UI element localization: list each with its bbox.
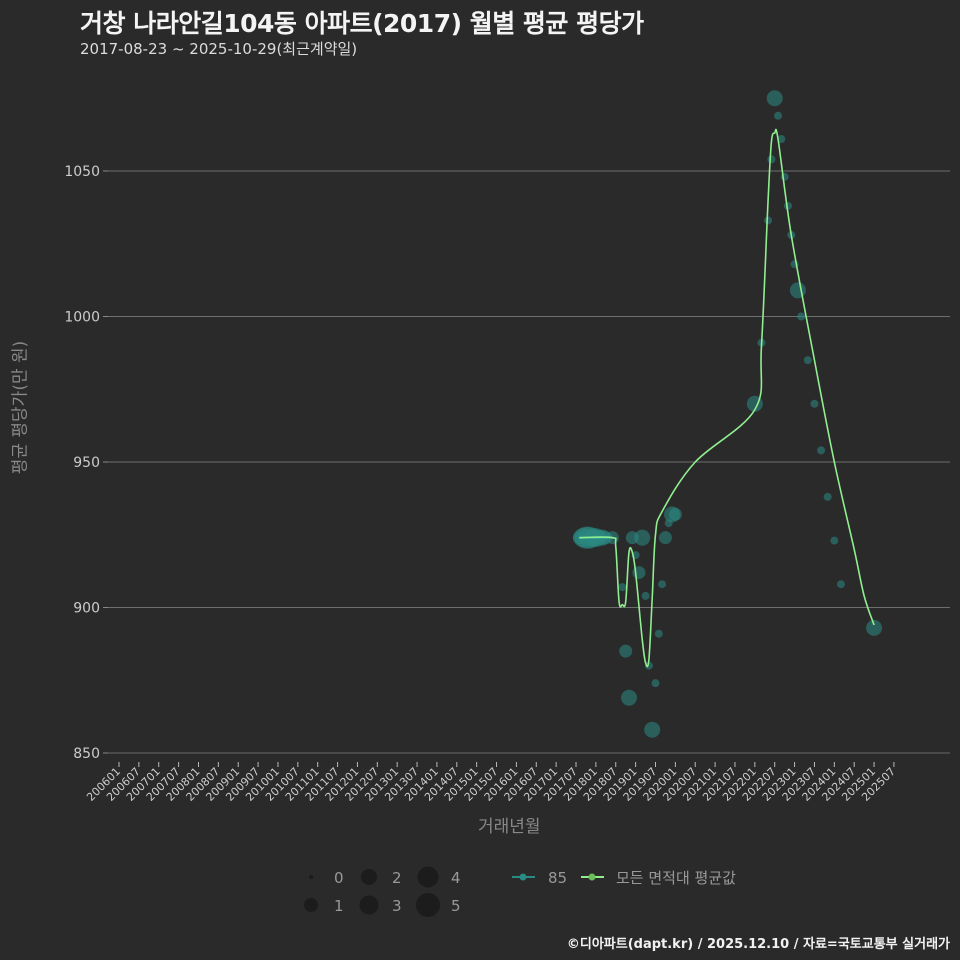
- data-point: [644, 721, 661, 738]
- y-tick-label: 1000: [64, 310, 100, 326]
- y-tick-label: 900: [73, 601, 100, 617]
- legend-dot-average: [588, 873, 596, 881]
- data-point: [619, 644, 633, 658]
- data-point: [823, 492, 832, 501]
- data-point: [668, 507, 682, 521]
- legend-label-average: 모든 면적대 평균값: [616, 869, 736, 887]
- legend-size-circle: [417, 866, 439, 888]
- data-point: [866, 619, 883, 636]
- x-axis-ticks: 2006012006072007012007072008012008072009…: [84, 762, 898, 804]
- legend-size-circle: [304, 898, 318, 912]
- legend-dot-85: [519, 873, 527, 881]
- data-point: [810, 399, 819, 408]
- data-point: [766, 90, 783, 107]
- x-axis-label: 거래년월: [478, 817, 541, 837]
- legend-size-label: 0: [334, 869, 344, 887]
- legend-size-circle: [359, 895, 379, 915]
- legend-size-circle: [361, 869, 377, 885]
- data-point: [803, 356, 812, 365]
- legend-label-85: 85: [548, 869, 567, 887]
- data-point: [658, 580, 667, 589]
- data-point: [618, 583, 627, 592]
- grid-lines: [108, 170, 950, 754]
- data-point: [764, 216, 773, 225]
- data-point: [777, 134, 786, 143]
- source-footer: ©디아파트(dapt.kr) / 2025.12.10 / 자료=국토교통부 실…: [566, 937, 950, 952]
- chart-subtitle: 2017-08-23 ~ 2025-10-29(최근계약일): [80, 40, 358, 58]
- data-point: [620, 689, 637, 706]
- legend-size-label: 4: [451, 869, 461, 887]
- legend-size-label: 5: [451, 897, 461, 915]
- legend-size-circle: [309, 875, 313, 879]
- data-point: [789, 282, 806, 299]
- y-tick-label: 1050: [64, 164, 100, 180]
- legend: 0 1 2 3 4 5 85 모든 면적대 평균값: [304, 866, 736, 917]
- scatter-series-85: [572, 90, 883, 738]
- data-point: [654, 629, 663, 638]
- data-point: [651, 679, 660, 688]
- average-line: [579, 128, 875, 668]
- data-point: [641, 591, 650, 600]
- legend-size-label: 2: [392, 869, 402, 887]
- data-point: [658, 531, 672, 545]
- data-point: [634, 529, 651, 546]
- legend-size-circle: [416, 893, 440, 917]
- y-tick-label: 850: [73, 746, 100, 762]
- data-point: [817, 446, 826, 455]
- data-point: [830, 536, 839, 545]
- y-tick-label: 950: [73, 455, 100, 471]
- data-point: [767, 155, 776, 164]
- line-series-average: [579, 128, 875, 668]
- legend-size-label: 3: [392, 897, 402, 915]
- data-point: [780, 172, 789, 181]
- y-axis-ticks: 850 900 950 1000 1050: [64, 164, 108, 762]
- data-point: [836, 580, 845, 589]
- data-point: [644, 661, 653, 670]
- data-point: [774, 111, 783, 120]
- chart-title: 거창 나라안길104동 아파트(2017) 월별 평균 평당가: [80, 9, 644, 38]
- data-point: [797, 312, 806, 321]
- legend-size-label: 1: [334, 897, 344, 915]
